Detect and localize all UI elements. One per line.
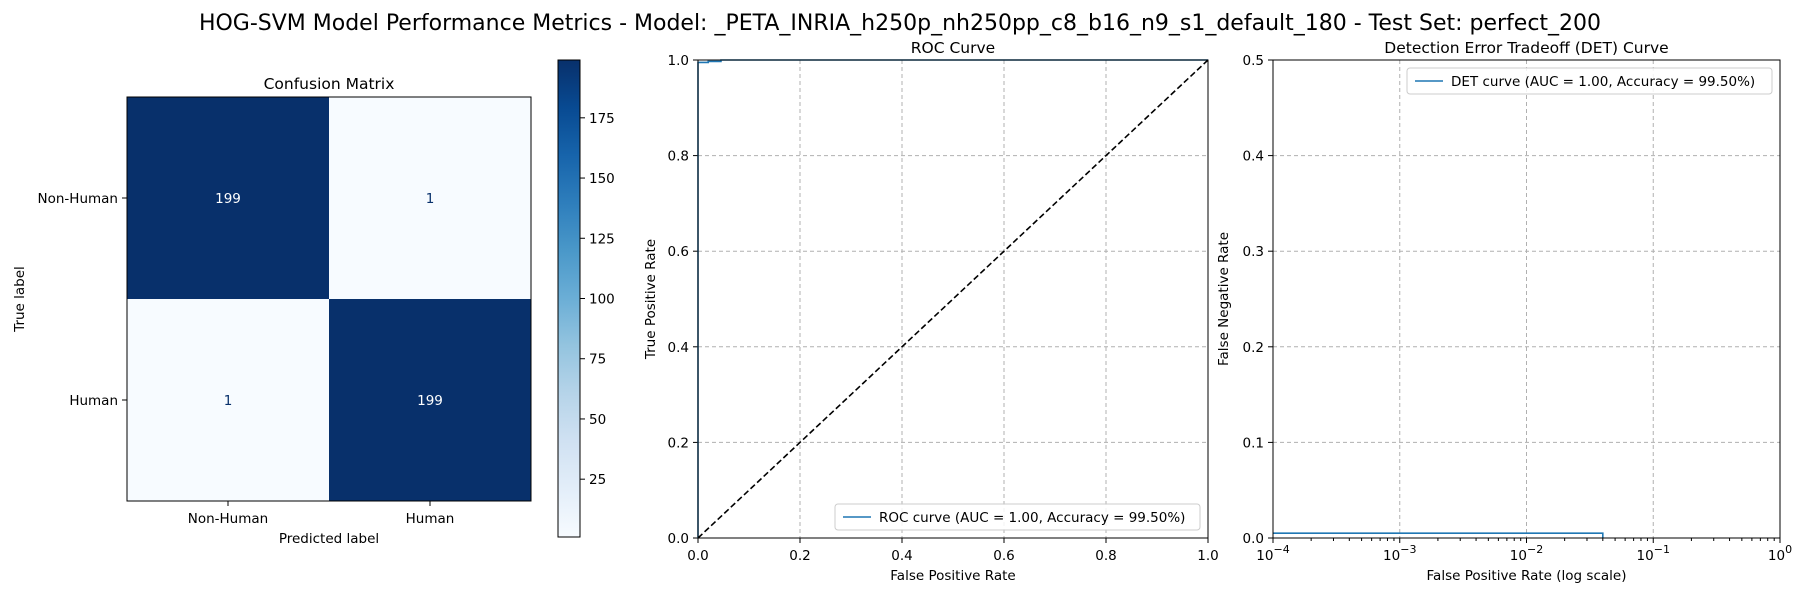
xtick-base: 10 (1256, 548, 1273, 564)
xtick-base: 10 (1768, 548, 1785, 564)
xtick-exponent: 0 (1785, 543, 1792, 556)
colorbar-tick-label: 125 (589, 231, 615, 247)
colorbar-tick-label: 100 (589, 292, 615, 308)
roc-title: ROC Curve (911, 39, 995, 57)
xtick-exponent: −1 (1654, 543, 1670, 556)
roc-ytick-label: 0.6 (668, 244, 689, 260)
roc-legend-box (834, 503, 1201, 531)
det-legend-box (1406, 67, 1773, 95)
det-xlabel: False Positive Rate (log scale) (1427, 568, 1627, 584)
roc-xtick-label: 0.8 (1095, 548, 1116, 564)
roc-xtick-label: 0.6 (993, 548, 1014, 564)
cm-ytick-label: Human (69, 393, 118, 409)
xtick-base: 10 (1383, 548, 1400, 564)
colorbar-tick-label: 75 (589, 352, 606, 368)
roc-xtick-label: 1.0 (1197, 548, 1218, 564)
xtick-base: 10 (1637, 548, 1654, 564)
cm-cell-value: 199 (215, 191, 241, 207)
cm-xlabel: Predicted label (279, 531, 379, 547)
xtick-exponent: −2 (1527, 543, 1543, 556)
roc-xlabel: False Positive Rate (890, 568, 1015, 584)
cm-cell (329, 97, 531, 299)
cm-xtick-label: Non-Human (188, 511, 268, 527)
cm-ylabel: True label (12, 266, 28, 333)
roc-curve-panel: ROC Curve 0.0 0.2 0.4 0.6 0.8 1.0 0.0 0.2 0.4 0.6 0… (643, 39, 1219, 584)
det-xtick-label: 100 (1768, 543, 1792, 564)
colorbar-tick-label: 50 (589, 412, 606, 428)
figure-title: HOG-SVM Model Performance Metrics - Mode… (199, 11, 1601, 36)
cm-cell-value: 199 (417, 393, 443, 409)
det-frame (1272, 59, 1781, 539)
cm-cell-value: 1 (426, 191, 435, 207)
roc-ytick-label: 0.8 (668, 149, 689, 165)
det-ytick-label: 0.2 (1243, 340, 1264, 356)
roc-legend-label: ROC curve (AUC = 1.00, Accuracy = 99.50%… (879, 510, 1185, 526)
det-legend-label: DET curve (AUC = 1.00, Accuracy = 99.50%… (1451, 74, 1755, 90)
cm-cell (127, 299, 329, 501)
xtick-base: 10 (1510, 548, 1527, 564)
roc-ylabel: True Positive Rate (643, 239, 659, 360)
cm-xtick-label: Human (406, 511, 455, 527)
roc-xtick-label: 0.2 (789, 548, 810, 564)
det-ylabel: False Negative Rate (1216, 232, 1232, 366)
det-xtick-label: 10−2 (1510, 543, 1543, 564)
colorbar (557, 59, 581, 538)
roc-xtick-label: 0.0 (687, 548, 708, 564)
det-xtick-label: 10−3 (1383, 543, 1416, 564)
roc-xtick-label: 0.4 (891, 548, 912, 564)
roc-ytick-label: 0.2 (668, 435, 689, 451)
cm-title: Confusion Matrix (264, 75, 395, 93)
det-ytick-label: 0.1 (1243, 435, 1264, 451)
det-ytick-label: 0.4 (1243, 149, 1264, 165)
cm-ytick-label: Non-Human (38, 191, 118, 207)
roc-frame (697, 59, 1209, 539)
det-ytick-label: 0.3 (1243, 244, 1264, 260)
det-curve-panel: Detection Error Tradeoff (DET) Curve10−4… (1216, 39, 1792, 584)
xtick-exponent: −4 (1273, 543, 1289, 556)
roc-ytick-label: 1.0 (668, 53, 689, 69)
roc-ytick-label: 0.4 (668, 340, 689, 356)
confusion-matrix-panel: Confusion Matrix 199 1 1 199 Non-Human Human No… (12, 59, 615, 547)
colorbar-tick-label: 175 (589, 111, 615, 127)
roc-series-line (697, 59, 1209, 539)
det-ytick-label: 0.5 (1243, 53, 1264, 69)
roc-ytick-label: 0.0 (668, 531, 689, 547)
det-xtick-label: 10−1 (1637, 543, 1670, 564)
det-title: Detection Error Tradeoff (DET) Curve (1384, 39, 1668, 57)
xtick-exponent: −3 (1400, 543, 1416, 556)
colorbar-tick-label: 25 (589, 472, 606, 488)
cm-cell (127, 97, 329, 299)
det-xtick-label: 10−4 (1256, 543, 1289, 564)
det-series-line (1273, 532, 1604, 538)
det-ytick-label: 0.0 (1243, 531, 1264, 547)
cm-cell-value: 1 (224, 393, 233, 409)
cm-frame (126, 96, 532, 502)
colorbar-tick-label: 150 (589, 171, 615, 187)
cm-cell (329, 299, 531, 501)
